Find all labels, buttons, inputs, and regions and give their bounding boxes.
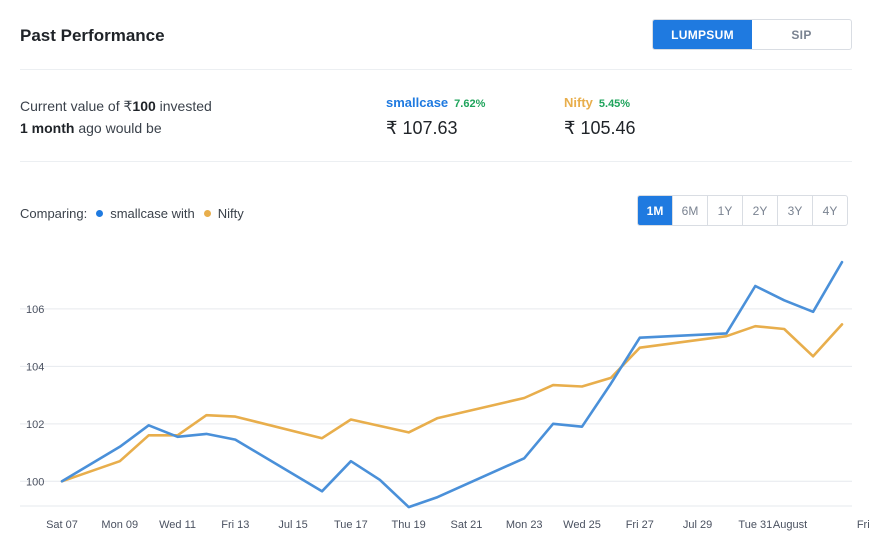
smallcase-name: smallcase — [386, 95, 449, 110]
range-1y-button[interactable]: 1Y — [707, 196, 742, 225]
smallcase-value: ₹ 107.63 — [386, 118, 458, 138]
page-title: Past Performance — [20, 26, 165, 45]
x-tick-label: Fri 03 — [857, 519, 871, 531]
x-tick-label: August — [773, 519, 807, 531]
lumpsum-tab[interactable]: LUMPSUM — [653, 20, 752, 49]
sip-tab[interactable]: SIP — [791, 27, 812, 42]
invested-amount: 100 — [132, 98, 156, 114]
range-3y-button[interactable]: 3Y — [777, 196, 812, 225]
current-value-text: Current value of ₹100 invested — [20, 98, 212, 115]
x-tick-label: Jul 29 — [683, 519, 712, 531]
x-tick-label: Mon 09 — [101, 519, 138, 531]
x-tick-label: Thu 19 — [392, 519, 426, 531]
range-selector: 1M 6M 1Y 2Y 3Y 4Y — [637, 195, 848, 226]
nifty-return: 5.45% — [598, 98, 631, 110]
smallcase-return: 7.62% — [454, 98, 486, 110]
nifty-legend-dot-icon — [203, 210, 211, 217]
divider — [20, 161, 852, 162]
range-4y-button[interactable]: 4Y — [812, 196, 847, 225]
x-tick-label: Fri 27 — [626, 519, 654, 531]
y-tick-label: 102 — [26, 419, 44, 431]
period-suffix: ago would be — [74, 120, 162, 136]
x-tick-label: Wed 11 — [159, 519, 196, 531]
y-tick-label: 104 — [26, 361, 44, 373]
range-1m-button[interactable]: 1M — [638, 196, 672, 225]
y-tick-label: 106 — [26, 304, 44, 316]
performance-chart: 100 102 104 106 Sat 07 Mon 09 Wed 11 Fri 13 Jul … — [20, 260, 871, 531]
x-tick-label: Jul 15 — [278, 519, 307, 531]
smallcase-series-line — [60, 260, 844, 509]
comparing-legend: Comparing: smallcase with Nifty — [20, 206, 244, 221]
nifty-series-line — [60, 323, 844, 483]
comparing-label: Comparing: — [20, 206, 88, 221]
range-2y-button[interactable]: 2Y — [742, 196, 777, 225]
legend-smallcase: smallcase with — [110, 206, 195, 221]
x-tick-label: Mon 23 — [506, 519, 543, 531]
current-value-suffix: invested — [155, 98, 212, 114]
x-tick-label: Tue 17 — [334, 519, 368, 531]
range-6m-button[interactable]: 6M — [672, 196, 707, 225]
x-tick-label: Wed 25 — [563, 519, 601, 531]
x-tick-label: Tue 31 — [738, 519, 772, 531]
smallcase-stat-label: smallcase 7.62% — [386, 95, 485, 110]
x-tick-label: Fri 13 — [221, 519, 249, 531]
y-tick-label: 100 — [26, 476, 44, 488]
nifty-value: ₹ 105.46 — [564, 118, 636, 138]
divider — [20, 69, 852, 70]
period-text: 1 month ago would be — [20, 120, 162, 136]
nifty-name: Nifty — [564, 95, 593, 110]
period-value: 1 month — [20, 120, 75, 136]
smallcase-legend-dot-icon — [96, 210, 104, 217]
x-tick-label: Sat 21 — [451, 519, 483, 531]
mode-toggle: LUMPSUM SIP — [652, 19, 852, 50]
nifty-stat-label: Nifty 5.45% — [564, 95, 630, 110]
legend-nifty: Nifty — [217, 206, 244, 221]
x-tick-label: Sat 07 — [46, 519, 78, 531]
current-value-prefix: Current value of ₹ — [20, 98, 133, 114]
